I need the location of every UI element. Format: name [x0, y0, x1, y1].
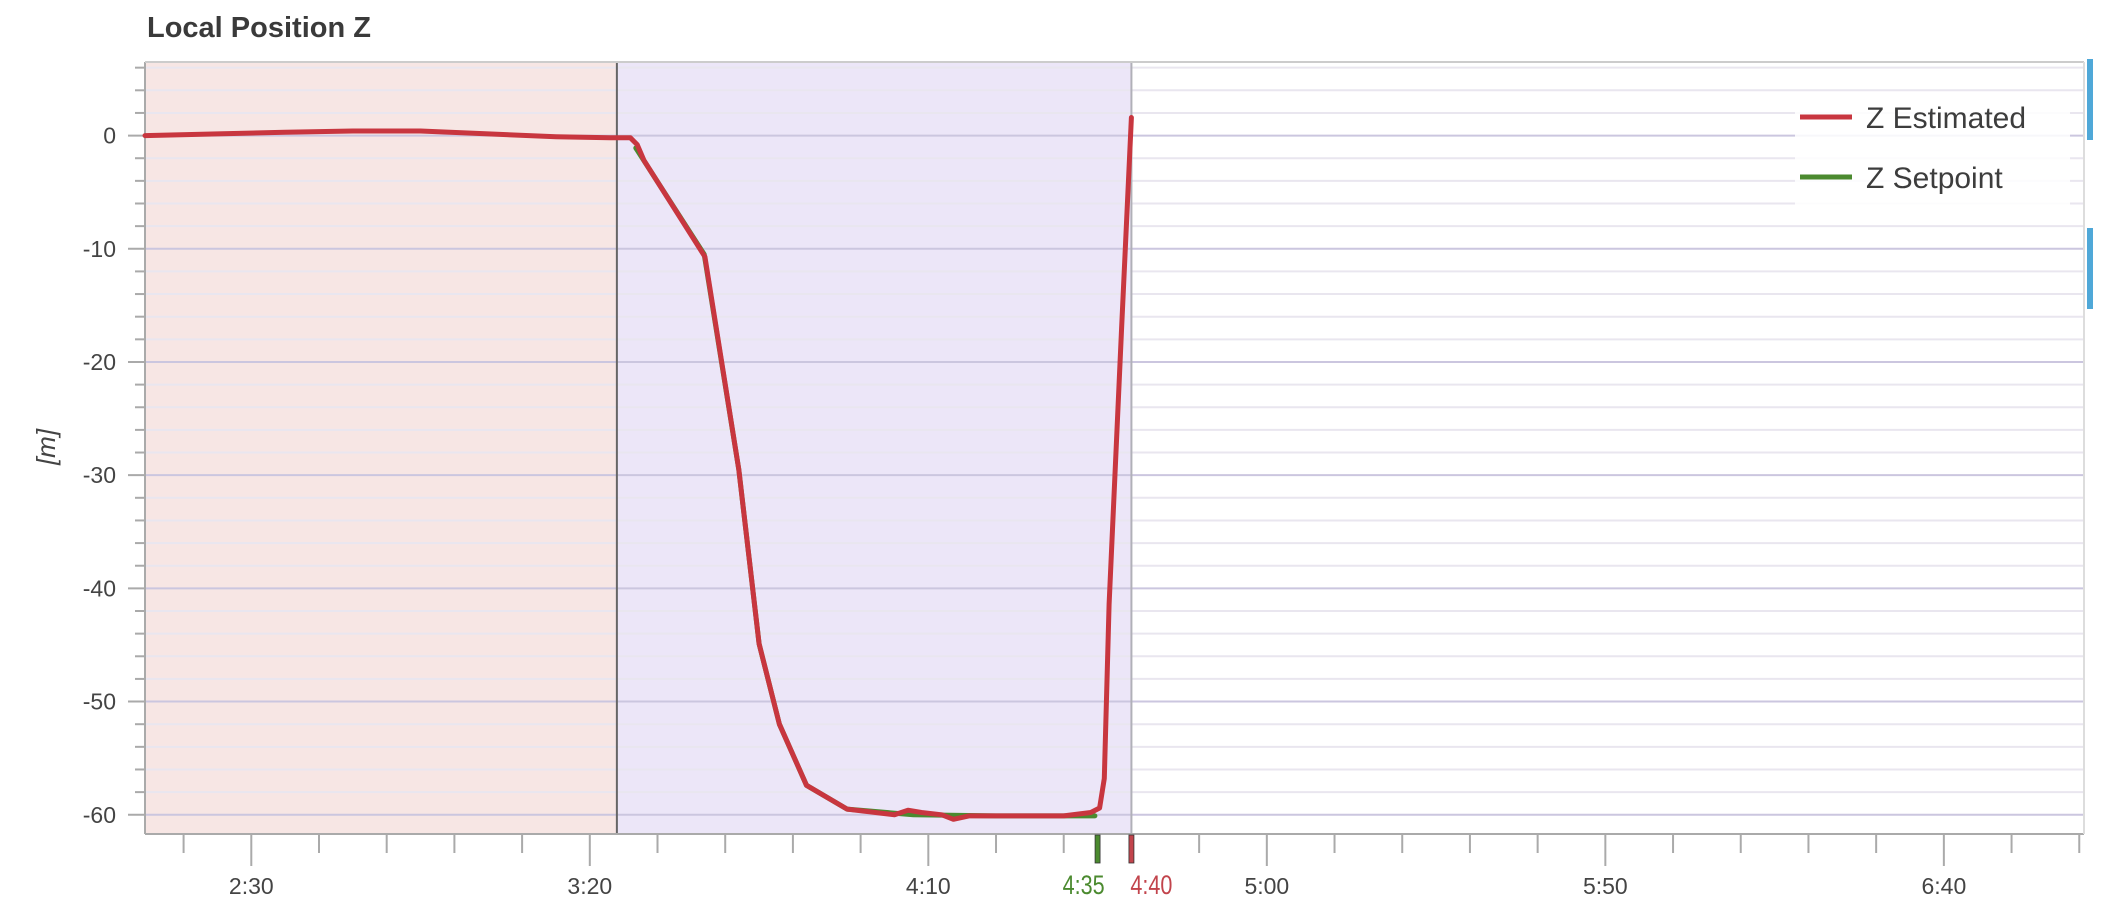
y-tick-label: -60 — [83, 802, 116, 828]
y-tick-label: -40 — [83, 575, 116, 601]
x-tick-label: 6:40 — [1921, 873, 1966, 899]
x-tick-label: 3:20 — [567, 873, 612, 899]
x-tick-label: 5:00 — [1244, 873, 1289, 899]
scroll-indicator[interactable] — [2087, 228, 2093, 309]
scroll-indicator[interactable] — [2087, 59, 2093, 140]
chart-title: Local Position Z — [147, 12, 371, 44]
shaded-region — [145, 62, 617, 834]
y-axis-label: [m] — [31, 428, 61, 466]
legend-label: Z Setpoint — [1866, 162, 2003, 195]
x-tick-label: 2:30 — [229, 873, 274, 899]
time-marker — [1094, 834, 1101, 864]
legend: Z Estimated Z Setpoint — [1795, 92, 2070, 215]
shaded-region — [616, 62, 1132, 834]
series-line-z-estimated — [142, 115, 1134, 822]
time-marker-label: 4:40 — [1130, 871, 1172, 901]
time-marker — [1128, 834, 1135, 864]
legend-background — [1795, 92, 2070, 215]
y-tick-label: -30 — [83, 462, 116, 488]
y-tick-label: 0 — [103, 123, 116, 149]
y-tick-label: -10 — [83, 236, 116, 262]
y-tick-label: -20 — [83, 349, 116, 375]
x-tick-label: 4:10 — [906, 873, 951, 899]
x-tick-label: 5:50 — [1583, 873, 1628, 899]
y-tick-label: -50 — [83, 689, 116, 715]
legend-label: Z Estimated — [1866, 102, 2026, 135]
time-marker-label: 4:35 — [1063, 871, 1105, 901]
